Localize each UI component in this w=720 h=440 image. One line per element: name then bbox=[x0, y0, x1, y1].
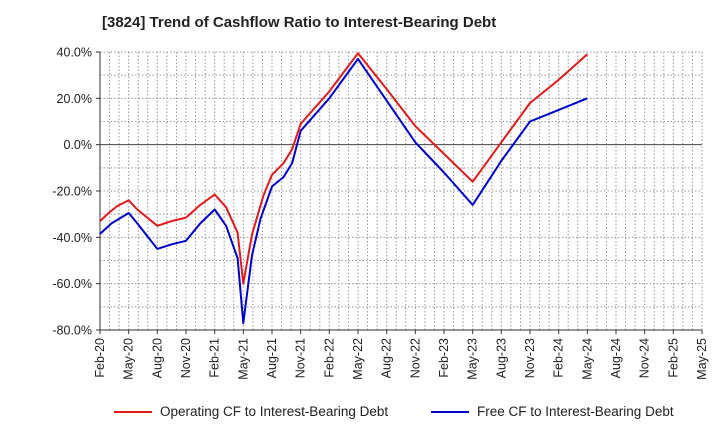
y-tick-label: 20.0% bbox=[57, 92, 92, 106]
x-tick-label: Nov-20 bbox=[179, 338, 193, 378]
x-tick-label: Feb-23 bbox=[437, 338, 451, 378]
x-tick-label: Feb-20 bbox=[93, 338, 107, 378]
legend-item-free-cf: Free CF to Interest-Bearing Debt bbox=[431, 404, 674, 419]
x-tick-label: Nov-21 bbox=[294, 338, 308, 378]
x-tick-label: May-21 bbox=[236, 338, 250, 380]
y-tick-label: -40.0% bbox=[52, 231, 92, 245]
legend-label-free-cf: Free CF to Interest-Bearing Debt bbox=[477, 404, 674, 419]
x-tick-label: Feb-24 bbox=[552, 338, 566, 378]
x-tick-label: Feb-22 bbox=[322, 338, 336, 378]
x-tick-label: Nov-24 bbox=[638, 338, 652, 378]
x-tick-label: Aug-22 bbox=[380, 338, 394, 378]
x-tick-label: May-22 bbox=[351, 338, 365, 380]
legend-label-operating-cf: Operating CF to Interest-Bearing Debt bbox=[160, 404, 389, 419]
axes: 40.0%20.0%0.0%-20.0%-40.0%-60.0%-80.0%Fe… bbox=[52, 46, 709, 380]
x-tick-label: Aug-23 bbox=[494, 338, 508, 378]
series-line-free-cf bbox=[99, 57, 588, 325]
y-tick-label: 0.0% bbox=[64, 138, 93, 152]
y-tick-label: 40.0% bbox=[57, 46, 92, 60]
x-tick-label: Nov-23 bbox=[523, 338, 537, 378]
x-tick-label: Nov-22 bbox=[408, 338, 422, 378]
y-tick-label: -80.0% bbox=[52, 324, 92, 338]
x-tick-label: May-20 bbox=[122, 338, 136, 380]
chart-title: [3824] Trend of Cashflow Ratio to Intere… bbox=[102, 14, 497, 31]
y-tick-label: -20.0% bbox=[52, 185, 92, 199]
x-tick-label: Feb-21 bbox=[208, 338, 222, 378]
legend-item-operating-cf: Operating CF to Interest-Bearing Debt bbox=[114, 404, 388, 419]
series-lines bbox=[99, 52, 588, 325]
grid bbox=[100, 51, 702, 330]
x-tick-label: May-23 bbox=[466, 338, 480, 380]
series-line-operating-cf bbox=[99, 52, 588, 285]
x-tick-label: Aug-21 bbox=[265, 338, 279, 378]
x-tick-label: Aug-20 bbox=[150, 338, 164, 378]
x-tick-label: Aug-24 bbox=[609, 338, 623, 378]
y-tick-label: -60.0% bbox=[52, 277, 92, 291]
x-tick-label: Feb-25 bbox=[666, 338, 680, 378]
x-tick-label: May-25 bbox=[695, 338, 709, 380]
legend-swatch-free-cf bbox=[431, 410, 469, 413]
x-tick-label: May-24 bbox=[580, 338, 594, 380]
legend-swatch-operating-cf bbox=[114, 410, 152, 413]
